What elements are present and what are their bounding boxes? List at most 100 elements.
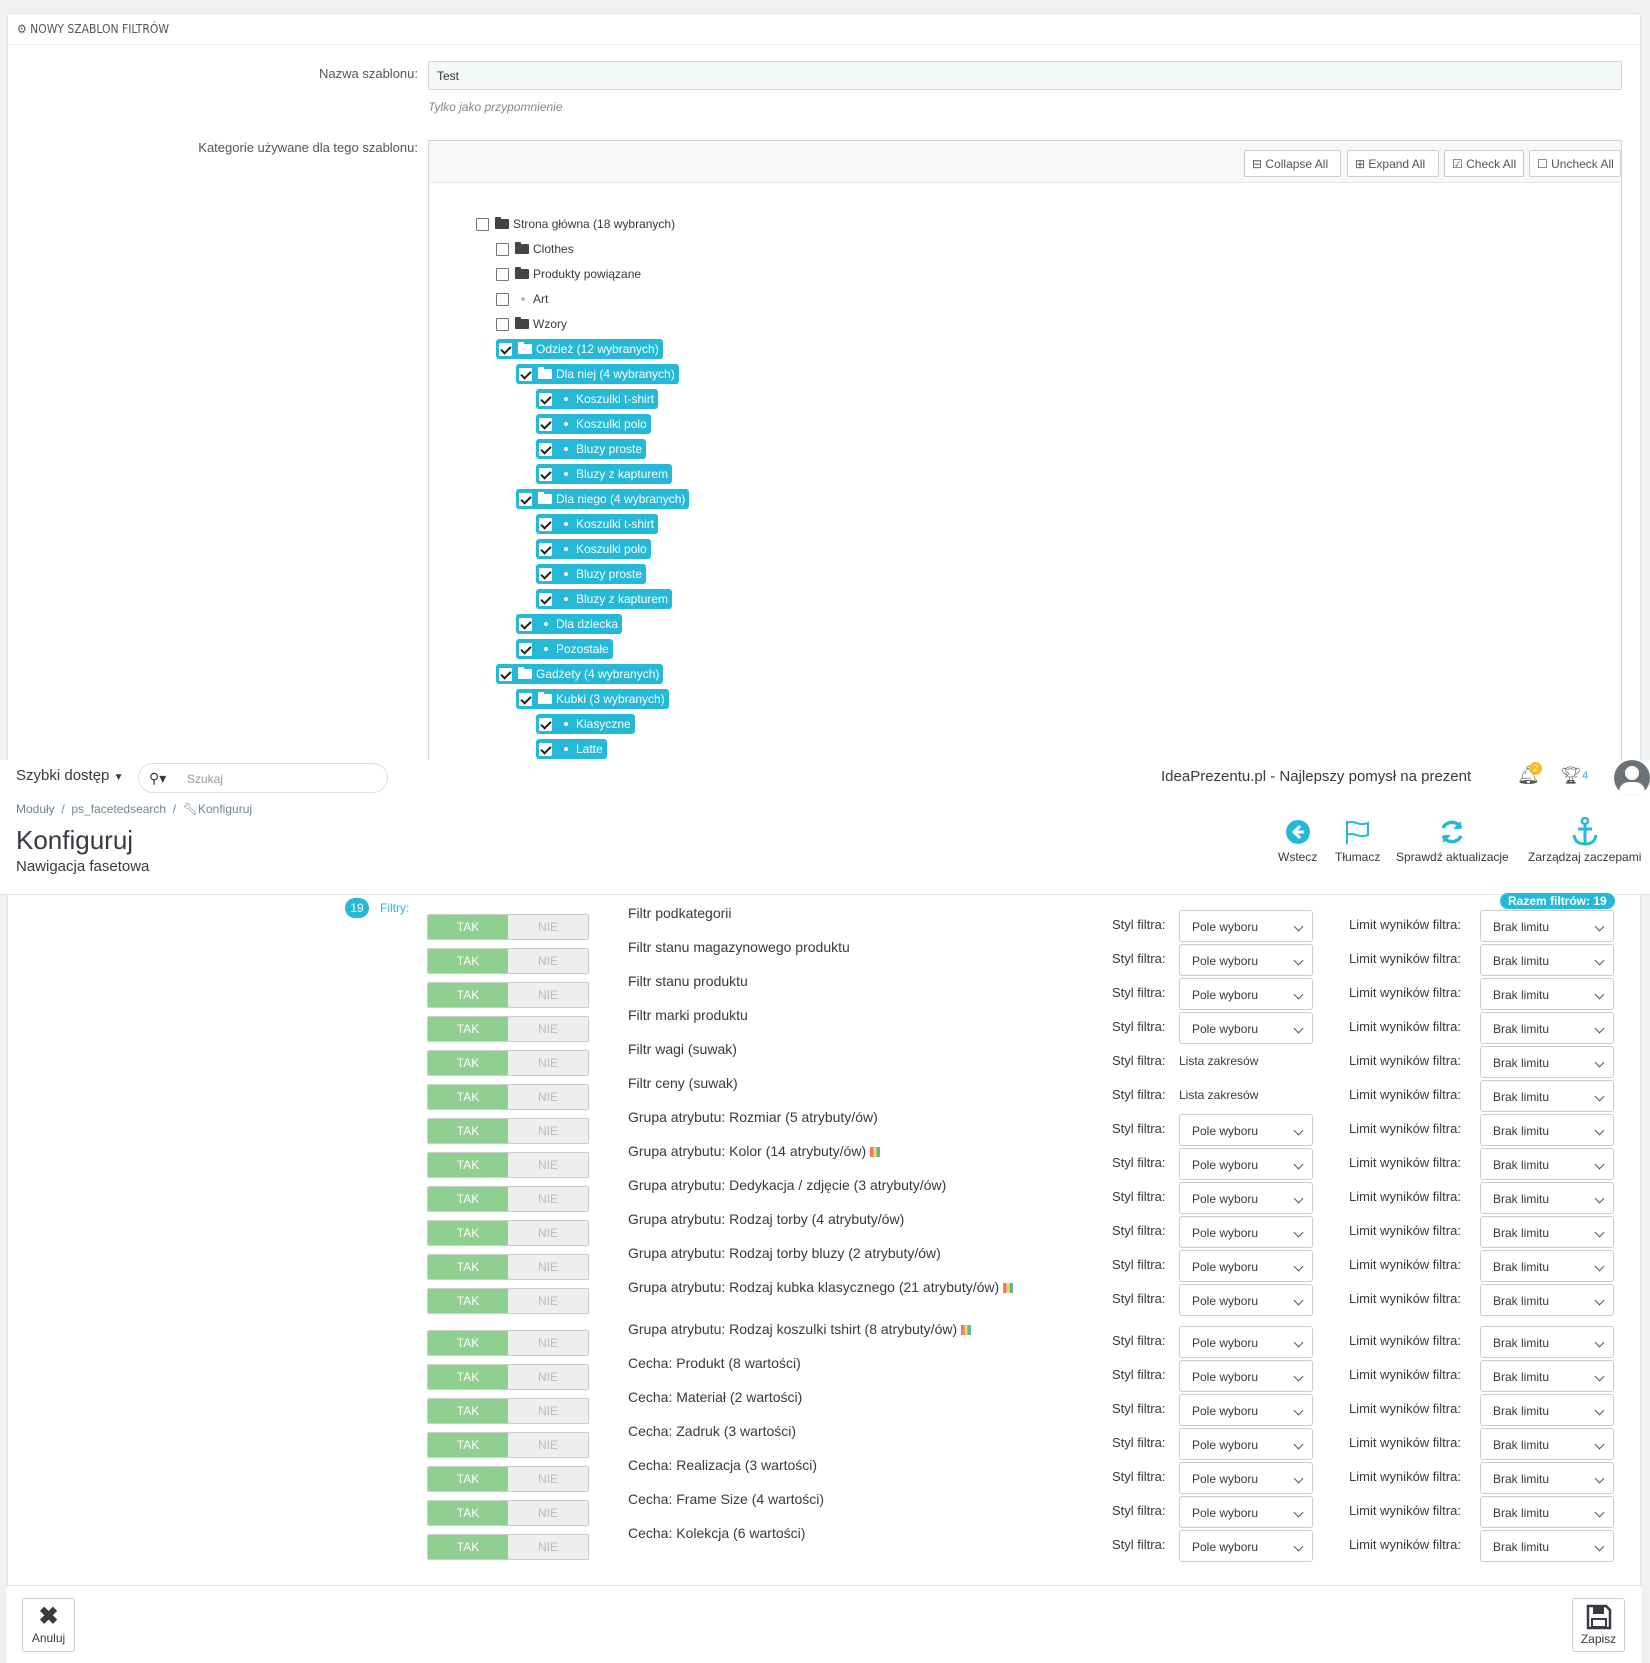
- tree-item[interactable]: Koszulki t-shirt: [536, 514, 659, 534]
- filter-toggle[interactable]: TAK NIE: [427, 1432, 589, 1458]
- tree-item[interactable]: Dla niej (4 wybranych): [516, 364, 679, 384]
- toggle-yes[interactable]: TAK: [428, 1501, 508, 1525]
- tree-item-checkbox[interactable]: [539, 442, 552, 456]
- toggle-no[interactable]: NIE: [508, 1221, 588, 1245]
- trophy-icon[interactable]: 🏆︎: [1560, 766, 1582, 785]
- filter-toggle[interactable]: TAK NIE: [427, 1254, 589, 1280]
- filter-limit-select[interactable]: Brak limitu: [1480, 1462, 1614, 1494]
- filter-toggle[interactable]: TAK NIE: [427, 1220, 589, 1246]
- toggle-no[interactable]: NIE: [508, 949, 588, 973]
- filter-style-select[interactable]: Pole wyboru: [1179, 944, 1313, 976]
- tree-item[interactable]: Clothes: [496, 239, 574, 259]
- filter-style-select[interactable]: Pole wyboru: [1179, 1114, 1313, 1146]
- toggle-yes[interactable]: TAK: [428, 1187, 508, 1211]
- filter-limit-select[interactable]: Brak limitu: [1480, 1428, 1614, 1460]
- tree-item-checkbox[interactable]: [496, 242, 509, 256]
- tree-item[interactable]: Odzież (12 wybranych): [496, 339, 663, 359]
- filter-toggle[interactable]: TAK NIE: [427, 982, 589, 1008]
- tree-item[interactable]: Koszulki polo: [536, 539, 651, 559]
- filter-toggle[interactable]: TAK NIE: [427, 1016, 589, 1042]
- toggle-no[interactable]: NIE: [508, 1051, 588, 1075]
- toggle-yes[interactable]: TAK: [428, 1535, 508, 1559]
- tree-item[interactable]: Bluzy proste: [536, 439, 647, 459]
- filter-style-select[interactable]: Pole wyboru: [1179, 1360, 1313, 1392]
- filter-limit-select[interactable]: Brak limitu: [1480, 1046, 1614, 1078]
- filter-style-select[interactable]: Pole wyboru: [1179, 1284, 1313, 1316]
- toggle-no[interactable]: NIE: [508, 1365, 588, 1389]
- tree-item[interactable]: Pozostałe: [516, 639, 613, 659]
- tree-item[interactable]: Art: [496, 289, 548, 309]
- filter-limit-select[interactable]: Brak limitu: [1480, 1326, 1614, 1358]
- filter-style-select[interactable]: Pole wyboru: [1179, 1182, 1313, 1214]
- breadcrumb-modules[interactable]: Moduły: [16, 802, 55, 816]
- tree-item-checkbox[interactable]: [539, 467, 552, 481]
- collapse-all-button[interactable]: ⊟ Collapse All: [1244, 150, 1341, 177]
- filter-limit-select[interactable]: Brak limitu: [1480, 1216, 1614, 1248]
- filter-limit-select[interactable]: Brak limitu: [1480, 1284, 1614, 1316]
- tree-item-checkbox[interactable]: [539, 542, 552, 556]
- tree-item-checkbox[interactable]: [539, 392, 552, 406]
- toggle-no[interactable]: NIE: [508, 1153, 588, 1177]
- filter-style-select[interactable]: Pole wyboru: [1179, 1462, 1313, 1494]
- filter-style-select[interactable]: Pole wyboru: [1179, 1216, 1313, 1248]
- filter-limit-select[interactable]: Brak limitu: [1480, 910, 1614, 942]
- filter-limit-select[interactable]: Brak limitu: [1480, 944, 1614, 976]
- tree-item[interactable]: Koszulki t-shirt: [536, 389, 659, 409]
- tree-item[interactable]: Bluzy proste: [536, 564, 647, 584]
- breadcrumb-module[interactable]: ps_facetedsearch: [71, 802, 167, 816]
- filter-style-select[interactable]: Pole wyboru: [1179, 1530, 1313, 1562]
- toggle-no[interactable]: NIE: [508, 1119, 588, 1143]
- filter-style-select[interactable]: Pole wyboru: [1179, 1148, 1313, 1180]
- toggle-no[interactable]: NIE: [508, 1467, 588, 1491]
- toggle-yes[interactable]: TAK: [428, 1399, 508, 1423]
- toggle-yes[interactable]: TAK: [428, 949, 508, 973]
- filter-toggle[interactable]: TAK NIE: [427, 1050, 589, 1076]
- filter-toggle[interactable]: TAK NIE: [427, 1466, 589, 1492]
- tree-item-checkbox[interactable]: [539, 567, 552, 581]
- tree-item-checkbox[interactable]: [496, 292, 509, 306]
- toggle-no[interactable]: NIE: [508, 1399, 588, 1423]
- filter-style-select[interactable]: Pole wyboru: [1179, 1012, 1313, 1044]
- toggle-yes[interactable]: TAK: [428, 1017, 508, 1041]
- toggle-no[interactable]: NIE: [508, 1085, 588, 1109]
- tree-item[interactable]: Produkty powiązane: [496, 264, 641, 284]
- tree-item-checkbox[interactable]: [496, 267, 509, 281]
- filter-toggle[interactable]: TAK NIE: [427, 948, 589, 974]
- expand-all-button[interactable]: ⊞ Expand All: [1347, 150, 1439, 177]
- tree-item-checkbox[interactable]: [499, 342, 512, 356]
- check-all-button[interactable]: ☑ Check All: [1444, 150, 1524, 177]
- tree-item-checkbox[interactable]: [539, 742, 552, 756]
- tree-item[interactable]: Gadżety (4 wybranych): [496, 664, 664, 684]
- filter-limit-select[interactable]: Brak limitu: [1480, 1394, 1614, 1426]
- search-box[interactable]: ⚲▾ Szukaj: [138, 763, 388, 793]
- template-name-input[interactable]: Test: [428, 61, 1622, 90]
- filter-toggle[interactable]: TAK NIE: [427, 1364, 589, 1390]
- toggle-no[interactable]: NIE: [508, 1331, 588, 1355]
- tree-item-checkbox[interactable]: [476, 217, 489, 231]
- tree-item[interactable]: Bluzy z kapturem: [536, 464, 673, 484]
- filter-toggle[interactable]: TAK NIE: [427, 1500, 589, 1526]
- search-icon[interactable]: ⚲▾: [149, 770, 167, 786]
- tree-item-checkbox[interactable]: [499, 667, 512, 681]
- avatar[interactable]: [1614, 760, 1650, 796]
- filter-toggle[interactable]: TAK NIE: [427, 1534, 589, 1560]
- toggle-yes[interactable]: TAK: [428, 1467, 508, 1491]
- filter-limit-select[interactable]: Brak limitu: [1480, 1530, 1614, 1562]
- filter-style-select[interactable]: Pole wyboru: [1179, 1394, 1313, 1426]
- filter-toggle[interactable]: TAK NIE: [427, 1330, 589, 1356]
- toggle-yes[interactable]: TAK: [428, 1433, 508, 1457]
- filter-limit-select[interactable]: Brak limitu: [1480, 1360, 1614, 1392]
- save-button[interactable]: Zapisz: [1572, 1598, 1625, 1652]
- tree-item-checkbox[interactable]: [519, 492, 532, 506]
- toggle-no[interactable]: NIE: [508, 1433, 588, 1457]
- tree-item-checkbox[interactable]: [539, 517, 552, 531]
- uncheck-all-button[interactable]: ☐ Uncheck All: [1529, 150, 1621, 177]
- filter-style-select[interactable]: Pole wyboru: [1179, 1496, 1313, 1528]
- tree-item[interactable]: Wzory: [496, 314, 567, 334]
- toolbar-translate-button[interactable]: Tłumacz: [1335, 816, 1380, 864]
- toggle-yes[interactable]: TAK: [428, 1153, 508, 1177]
- toggle-yes[interactable]: TAK: [428, 915, 508, 939]
- filter-toggle[interactable]: TAK NIE: [427, 1288, 589, 1314]
- filter-limit-select[interactable]: Brak limitu: [1480, 1148, 1614, 1180]
- tree-item[interactable]: Bluzy z kapturem: [536, 589, 673, 609]
